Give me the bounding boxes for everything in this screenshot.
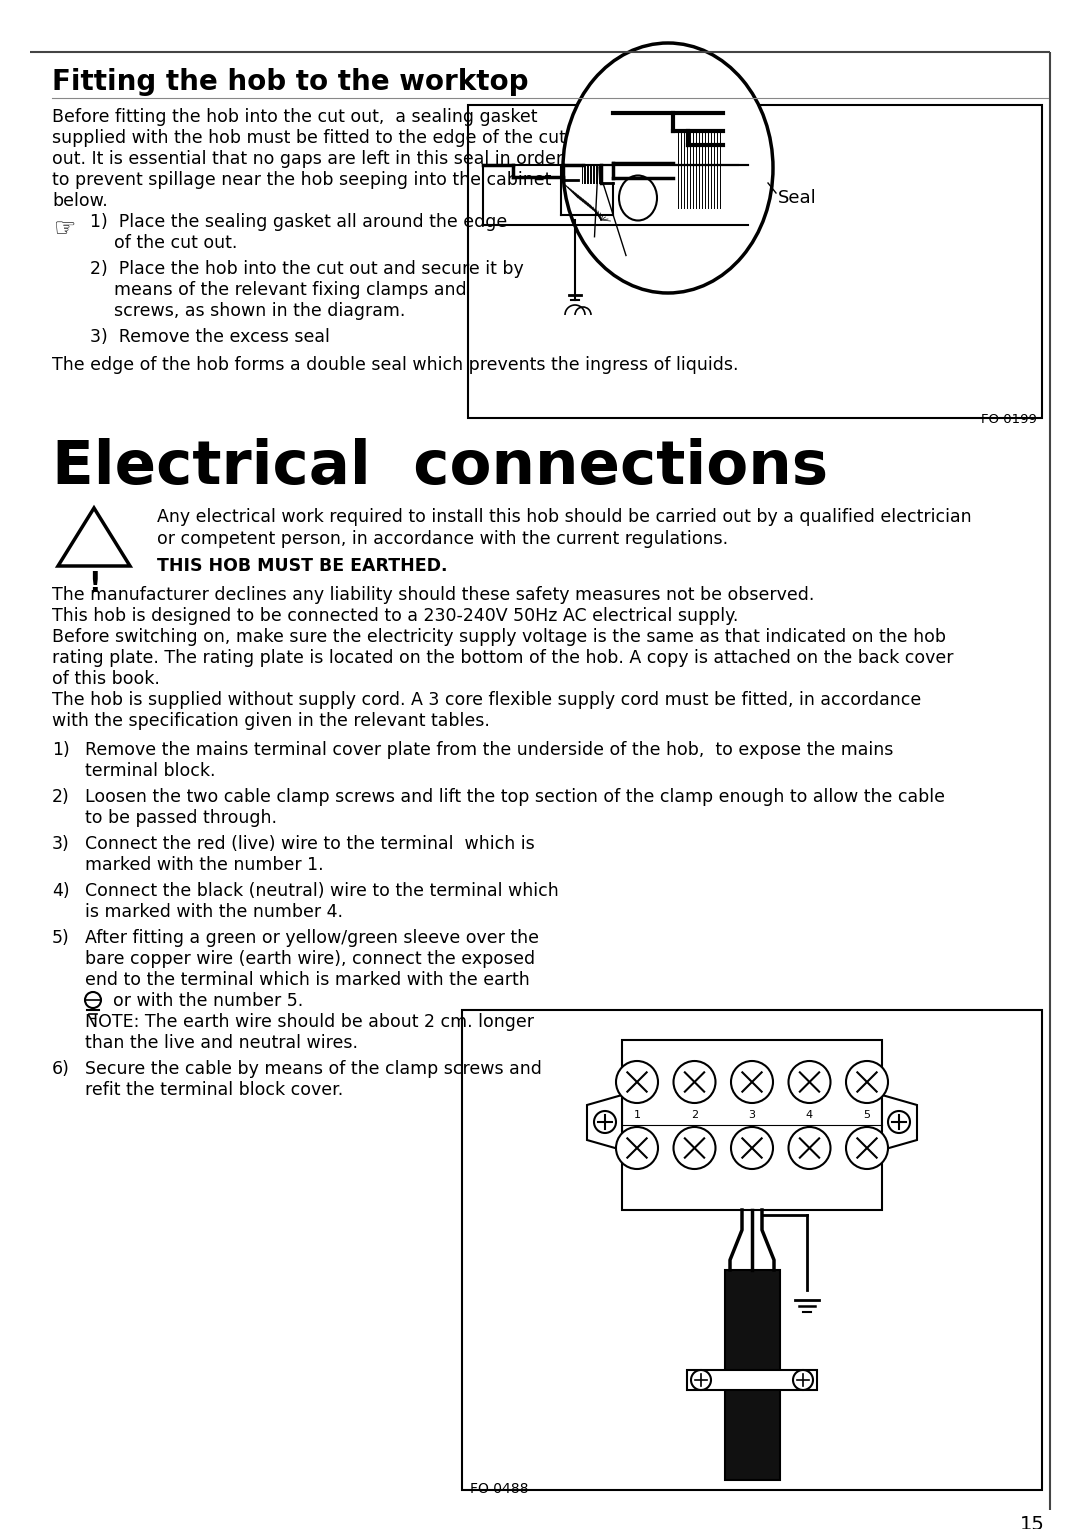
Circle shape xyxy=(674,1127,715,1170)
Text: 1): 1) xyxy=(52,742,70,758)
Text: ☞: ☞ xyxy=(54,217,77,242)
Text: rating plate. The rating plate is located on the bottom of the hob. A copy is at: rating plate. The rating plate is locate… xyxy=(52,648,954,667)
Circle shape xyxy=(616,1127,658,1170)
Text: Loosen the two cable clamp screws and lift the top section of the clamp enough t: Loosen the two cable clamp screws and li… xyxy=(85,787,945,806)
Text: Connect the red (live) wire to the terminal  which is: Connect the red (live) wire to the termi… xyxy=(85,835,535,853)
Text: This hob is designed to be connected to a 230-240V 50Hz AC electrical supply.: This hob is designed to be connected to … xyxy=(52,607,739,625)
Circle shape xyxy=(616,1061,658,1102)
Circle shape xyxy=(691,1370,711,1390)
Text: 2): 2) xyxy=(52,787,70,806)
Text: out. It is essential that no gaps are left in this seal in order: out. It is essential that no gaps are le… xyxy=(52,150,563,168)
Circle shape xyxy=(846,1061,888,1102)
Text: 5: 5 xyxy=(864,1110,870,1121)
Bar xyxy=(725,1271,780,1480)
Text: 4): 4) xyxy=(52,882,69,901)
Text: THIS HOB MUST BE EARTHED.: THIS HOB MUST BE EARTHED. xyxy=(157,557,447,575)
Text: or competent person, in accordance with the current regulations.: or competent person, in accordance with … xyxy=(157,531,728,547)
Polygon shape xyxy=(588,1095,622,1150)
Circle shape xyxy=(846,1127,888,1170)
Text: 1: 1 xyxy=(634,1110,640,1121)
Circle shape xyxy=(674,1061,715,1102)
Ellipse shape xyxy=(619,176,657,220)
Text: 3: 3 xyxy=(748,1110,756,1121)
Text: screws, as shown in the diagram.: screws, as shown in the diagram. xyxy=(114,303,405,320)
Text: Connect the black (neutral) wire to the terminal which: Connect the black (neutral) wire to the … xyxy=(85,882,558,901)
Text: The edge of the hob forms a double seal which prevents the ingress of liquids.: The edge of the hob forms a double seal … xyxy=(52,356,739,375)
Text: After fitting a green or yellow/green sleeve over the: After fitting a green or yellow/green sl… xyxy=(85,930,539,946)
Text: bare copper wire (earth wire), connect the exposed: bare copper wire (earth wire), connect t… xyxy=(85,950,535,968)
Circle shape xyxy=(731,1127,773,1170)
Bar xyxy=(462,1011,1042,1489)
Text: 3): 3) xyxy=(52,835,70,853)
Text: with the specification given in the relevant tables.: with the specification given in the rele… xyxy=(52,713,490,729)
Text: 15: 15 xyxy=(1021,1515,1045,1529)
Text: Remove the mains terminal cover plate from the underside of the hob,  to expose : Remove the mains terminal cover plate fr… xyxy=(85,742,893,758)
Text: marked with the number 1.: marked with the number 1. xyxy=(85,856,324,875)
Text: Before switching on, make sure the electricity supply voltage is the same as tha: Before switching on, make sure the elect… xyxy=(52,628,946,645)
Text: end to the terminal which is marked with the earth: end to the terminal which is marked with… xyxy=(85,971,530,989)
Circle shape xyxy=(793,1370,813,1390)
Text: to prevent spillage near the hob seeping into the cabinet: to prevent spillage near the hob seeping… xyxy=(52,171,552,190)
Circle shape xyxy=(788,1061,831,1102)
Text: of this book.: of this book. xyxy=(52,670,160,688)
Text: or with the number 5.: or with the number 5. xyxy=(113,992,303,1011)
Text: Before fitting the hob into the cut out,  a sealing gasket: Before fitting the hob into the cut out,… xyxy=(52,109,538,125)
Text: terminal block.: terminal block. xyxy=(85,761,216,780)
Text: !: ! xyxy=(87,570,100,598)
Text: NOTE: The earth wire should be about 2 cm. longer: NOTE: The earth wire should be about 2 c… xyxy=(85,1014,534,1031)
Text: 3)  Remove the excess seal: 3) Remove the excess seal xyxy=(90,329,329,346)
Text: Seal: Seal xyxy=(778,190,816,206)
Text: to be passed through.: to be passed through. xyxy=(85,809,276,827)
Text: 1)  Place the sealing gasket all around the edge: 1) Place the sealing gasket all around t… xyxy=(90,213,508,231)
Circle shape xyxy=(731,1061,773,1102)
Text: supplied with the hob must be fitted to the edge of the cut: supplied with the hob must be fitted to … xyxy=(52,128,566,147)
Text: The manufacturer declines any liability should these safety measures not be obse: The manufacturer declines any liability … xyxy=(52,586,814,604)
Text: Electrical  connections: Electrical connections xyxy=(52,437,828,497)
Ellipse shape xyxy=(563,43,773,294)
Text: of the cut out.: of the cut out. xyxy=(114,234,238,252)
Text: 4: 4 xyxy=(806,1110,813,1121)
Text: 6): 6) xyxy=(52,1060,70,1078)
Bar xyxy=(468,106,1042,417)
Text: below.: below. xyxy=(52,193,108,209)
Text: than the live and neutral wires.: than the live and neutral wires. xyxy=(85,1034,357,1052)
Text: The hob is supplied without supply cord. A 3 core flexible supply cord must be f: The hob is supplied without supply cord.… xyxy=(52,691,921,709)
Text: is marked with the number 4.: is marked with the number 4. xyxy=(85,904,343,920)
Polygon shape xyxy=(58,508,130,566)
Text: 5): 5) xyxy=(52,930,70,946)
Text: 2)  Place the hob into the cut out and secure it by: 2) Place the hob into the cut out and se… xyxy=(90,260,524,278)
Bar xyxy=(622,1040,882,1209)
Circle shape xyxy=(788,1127,831,1170)
Polygon shape xyxy=(882,1095,917,1150)
Text: Secure the cable by means of the clamp screws and: Secure the cable by means of the clamp s… xyxy=(85,1060,542,1078)
Text: Any electrical work required to install this hob should be carried out by a qual: Any electrical work required to install … xyxy=(157,508,972,526)
Text: refit the terminal block cover.: refit the terminal block cover. xyxy=(85,1081,343,1099)
Text: means of the relevant fixing clamps and: means of the relevant fixing clamps and xyxy=(114,281,467,300)
Text: FO 0488: FO 0488 xyxy=(470,1482,528,1495)
Bar xyxy=(687,1370,816,1390)
Text: 2: 2 xyxy=(691,1110,698,1121)
Text: Fitting the hob to the worktop: Fitting the hob to the worktop xyxy=(52,67,528,96)
Text: FO 0199: FO 0199 xyxy=(981,413,1037,427)
